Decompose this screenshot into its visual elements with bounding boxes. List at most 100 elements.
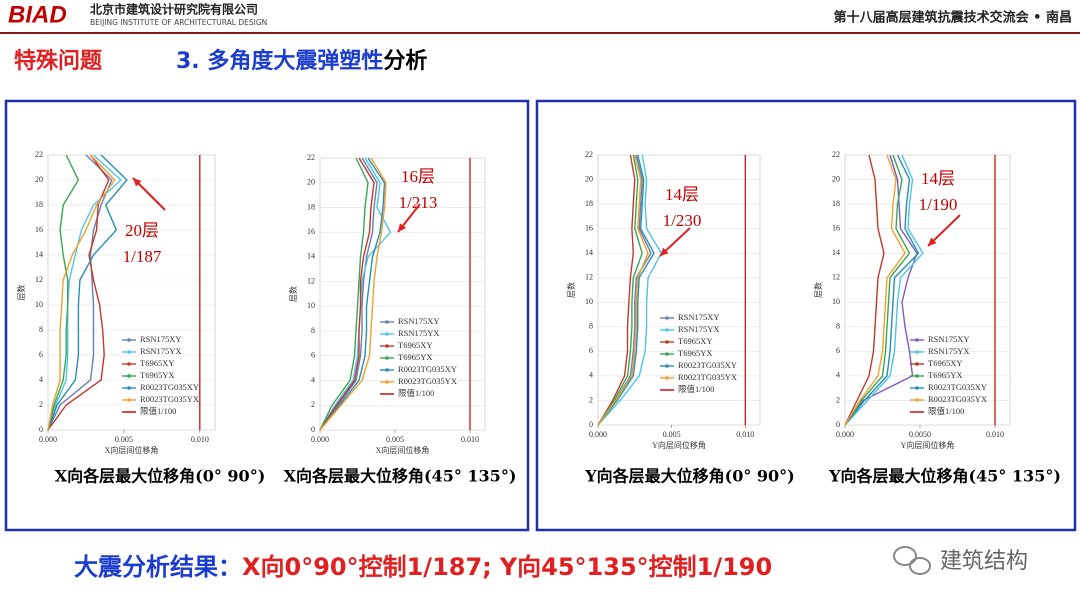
y-tick-label: 20 [35, 175, 43, 184]
legend-label: R0023TG035YX [928, 394, 987, 404]
x-axis-label: Y向层间位移角 [901, 440, 955, 450]
y-tick-label: 8 [589, 322, 593, 331]
series-line [47, 154, 122, 431]
y-tick-label: 8 [311, 326, 315, 335]
y-tick-label: 8 [39, 325, 43, 334]
legend-marker [385, 368, 389, 372]
x-tick-label: 0.005 [663, 430, 681, 439]
legend-marker [915, 362, 919, 366]
topic-black: 分析 [383, 49, 427, 74]
legend-label: R0023TG035XY [678, 360, 737, 370]
legend-label: R0023TG035YX [398, 376, 457, 386]
legend-label: RSN175XY [398, 316, 440, 326]
arrow-head [660, 247, 669, 256]
y-tick-label: 4 [311, 375, 315, 384]
legend-marker [915, 374, 919, 378]
chart: 0 2 4 6 8 10 12 14 16 18 20 22 0.000 0.005 0.010 Y向层间位移… [566, 150, 795, 486]
annotation: 1/190 [919, 195, 958, 214]
y-tick-label: 14 [35, 250, 43, 259]
company-name-en: BEIJING INSTITUTE OF ARCHITECTURAL DESIG… [90, 18, 267, 27]
y-tick-label: 22 [585, 150, 593, 159]
legend-label: T6965YX [140, 370, 174, 380]
y-tick-label: 4 [39, 375, 43, 384]
x-axis-label: Y向层间位移角 [652, 440, 706, 450]
chart-caption: Y向各层最大位移角(0° 90°) [584, 467, 795, 486]
y-tick-label: 2 [589, 395, 593, 404]
legend-label: RSN175YX [140, 346, 182, 356]
conclusion-x: X向0°90°控制1/187; [242, 553, 492, 581]
y-tick-label: 16 [307, 227, 315, 236]
x-tick-label: 0.010 [986, 430, 1004, 439]
legend-marker [127, 350, 131, 354]
y-tick-label: 12 [35, 275, 43, 284]
chart-caption: X向各层最大位移角(45° 135°) [284, 467, 517, 486]
y-axis-label: 层数 [16, 285, 26, 301]
y-tick-label: 18 [307, 202, 315, 211]
y-tick-label: 16 [35, 225, 43, 234]
legend-marker [385, 332, 389, 336]
series-line [597, 154, 655, 426]
legend-label: RSN175YX [678, 324, 720, 334]
conclusion-y: Y向45°135°控制1/190 [499, 553, 772, 581]
annotation: 20层 [125, 221, 159, 240]
panel-x [4, 99, 530, 532]
chart: 0 2 4 6 8 10 12 14 16 18 20 22 0.000 0.0050 0.010 Y向层间位… [813, 150, 1061, 486]
x-tick-label: 0.010 [191, 435, 209, 444]
series-line [47, 154, 128, 431]
series-line [844, 154, 885, 426]
x-tick-label: 0.010 [736, 430, 754, 439]
series-line [844, 154, 906, 426]
legend-label: R0023TG035XY [398, 364, 457, 374]
y-tick-label: 22 [832, 150, 840, 159]
legend-label: R0023TG035XY [928, 382, 987, 392]
y-tick-label: 20 [307, 178, 315, 187]
x-tick-label: 0.010 [461, 435, 479, 444]
series-line [597, 154, 652, 426]
series-line [597, 154, 649, 426]
y-axis-label: 层数 [288, 286, 298, 302]
legend-marker [127, 338, 131, 342]
legend-marker [665, 376, 669, 380]
chart: 0 2 4 6 8 10 12 14 16 18 20 22 0.000 0.005 0.010 X向层间位移… [284, 153, 517, 486]
arrow-head [928, 237, 937, 246]
legend-label: T6965XY [928, 358, 962, 368]
series-line [319, 157, 387, 431]
conclusion-lead: 大震分析结果： [74, 553, 242, 581]
legend-label: T6965XY [140, 358, 174, 368]
y-tick-label: 16 [585, 223, 593, 232]
legend-label: T6965YX [928, 370, 962, 380]
legend-label: RSN175YX [398, 328, 440, 338]
panel-y [535, 99, 1077, 532]
series-line [319, 157, 392, 431]
y-tick-label: 6 [311, 351, 315, 360]
annotation: 14层 [921, 169, 955, 188]
series-line [47, 154, 116, 431]
legend-label: RSN175YX [928, 346, 970, 356]
y-tick-label: 12 [307, 276, 315, 285]
topic-blue: 3. 多角度大震弹塑性 [176, 48, 383, 74]
legend-label: 限值1/100 [398, 388, 434, 398]
y-tick-label: 20 [585, 174, 593, 183]
legend-marker [915, 338, 919, 342]
y-tick-label: 18 [832, 199, 840, 208]
y-tick-label: 10 [35, 300, 43, 309]
legend-marker [915, 386, 919, 390]
plot-area [47, 154, 216, 431]
y-tick-label: 10 [832, 297, 840, 306]
y-tick-label: 14 [307, 252, 315, 261]
chart-caption: Y向各层最大位移角(45° 135°) [828, 467, 1061, 486]
topic-title: 3. 多角度大震弹塑性分析 [176, 48, 427, 74]
y-tick-label: 10 [585, 297, 593, 306]
series-line [597, 154, 663, 426]
y-tick-label: 14 [585, 248, 593, 257]
chart-caption: X向各层最大位移角(0° 90°) [55, 467, 266, 486]
y-tick-label: 0 [311, 425, 315, 434]
legend-marker [665, 316, 669, 320]
y-tick-label: 12 [585, 273, 593, 282]
y-tick-label: 0 [589, 420, 593, 429]
series-line [47, 154, 113, 431]
series-line [597, 154, 636, 426]
legend-label: 限值1/100 [928, 406, 964, 416]
y-tick-label: 8 [836, 322, 840, 331]
